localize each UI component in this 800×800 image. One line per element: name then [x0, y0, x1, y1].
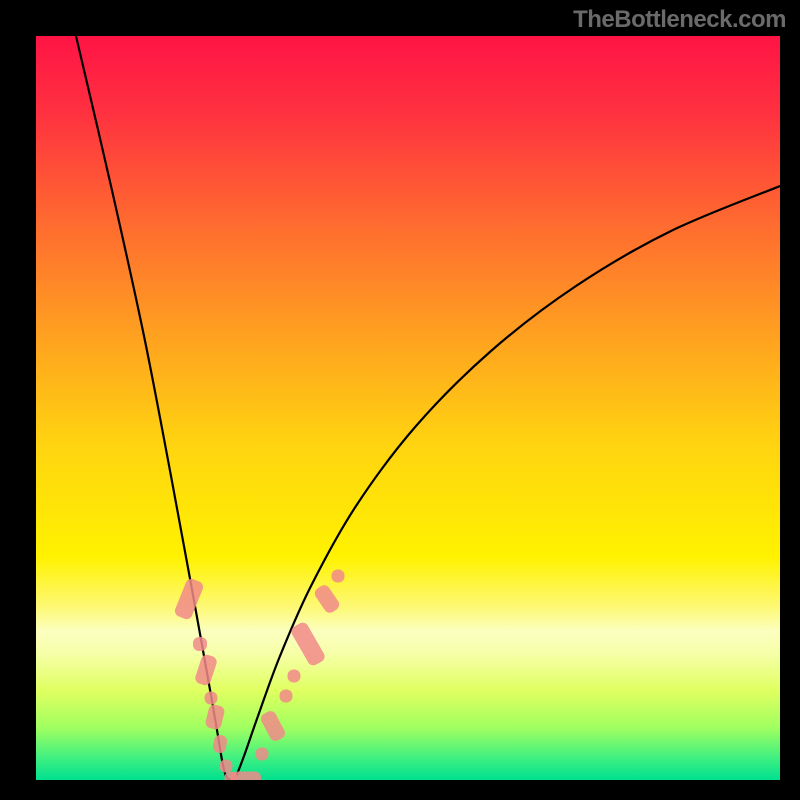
plot-area	[36, 36, 780, 780]
curve-marker-right-2	[280, 690, 293, 703]
curve-marker-right-3	[288, 670, 301, 683]
chart-container: TheBottleneck.com	[0, 0, 800, 800]
curve-marker-left-6	[220, 760, 233, 773]
gradient-background	[36, 36, 780, 780]
watermark-text: TheBottleneck.com	[573, 6, 786, 34]
curve-marker-right-0	[256, 748, 269, 761]
curve-marker-right-6	[332, 570, 345, 583]
curve-marker-bottom-1	[231, 772, 261, 781]
curve-marker-left-3	[205, 692, 218, 705]
plot-svg	[36, 36, 780, 780]
curve-marker-left-1	[193, 637, 207, 651]
